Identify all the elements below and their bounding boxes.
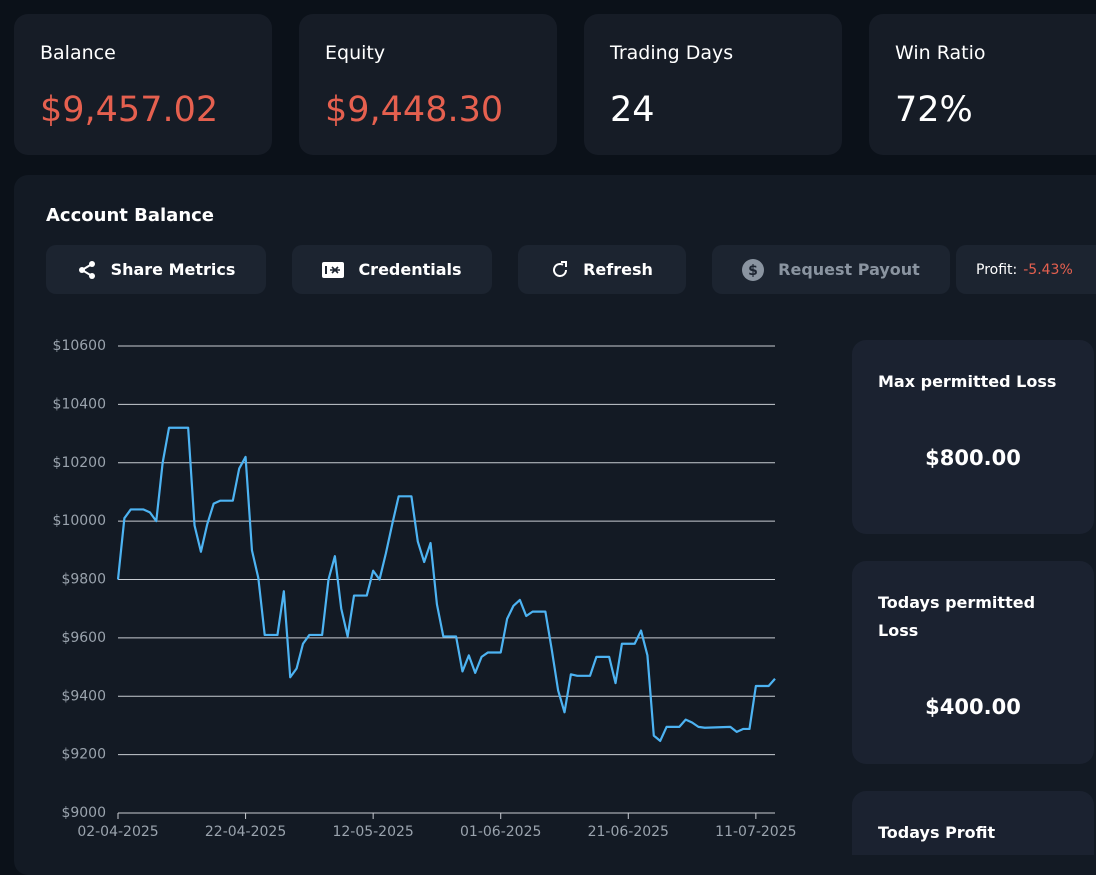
profit-value: -5.43% bbox=[1023, 261, 1073, 278]
limit-card: Todays Profit bbox=[852, 791, 1094, 855]
profit-label: Profit: bbox=[976, 261, 1018, 278]
share-button[interactable]: Share Metrics bbox=[46, 245, 266, 294]
stat-value: 72% bbox=[895, 90, 973, 130]
stat-label: Win Ratio bbox=[895, 42, 986, 64]
refresh-icon bbox=[553, 260, 568, 277]
limit-card: Todays permitted Loss $400.00 bbox=[852, 561, 1094, 764]
stat-card: Balance $9,457.02 bbox=[14, 14, 272, 155]
limit-card: Max permitted Loss $800.00 bbox=[852, 340, 1094, 534]
credentials-icon bbox=[322, 261, 345, 278]
limit-value: $400.00 bbox=[925, 695, 1021, 719]
x-tick-label: 21-06-2025 bbox=[588, 824, 669, 840]
dollar-icon: $ bbox=[742, 258, 765, 281]
y-tick-label: $10400 bbox=[53, 396, 106, 412]
balance-line bbox=[116, 426, 776, 743]
limit-label: Todays Profit bbox=[878, 823, 996, 842]
stat-label: Trading Days bbox=[610, 42, 734, 64]
stat-value: 24 bbox=[610, 90, 655, 130]
y-tick-label: $10000 bbox=[53, 513, 106, 529]
x-tick-label: 01-06-2025 bbox=[460, 824, 541, 840]
stat-card: Equity $9,448.30 bbox=[299, 14, 557, 155]
profit-pill: Profit: -5.43% bbox=[956, 245, 1096, 294]
y-tick-label: $9400 bbox=[61, 688, 106, 704]
limit-label: Max permitted Loss bbox=[878, 372, 1057, 391]
stat-label: Equity bbox=[325, 42, 386, 64]
stat-card: Trading Days 24 bbox=[584, 14, 842, 155]
stat-value: $9,448.30 bbox=[325, 90, 504, 130]
y-tick-label: $9600 bbox=[61, 630, 106, 646]
button-label: Refresh bbox=[583, 260, 653, 279]
stat-label: Balance bbox=[40, 42, 116, 64]
x-tick-label: 22-04-2025 bbox=[205, 824, 286, 840]
stat-card: Win Ratio 72% bbox=[869, 14, 1096, 155]
stat-value: $9,457.02 bbox=[40, 90, 219, 130]
y-tick-label: $10600 bbox=[53, 338, 106, 354]
x-tick-label: 02-04-2025 bbox=[77, 824, 158, 840]
button-label: Credentials bbox=[358, 260, 462, 279]
panel-title: Account Balance bbox=[46, 205, 215, 226]
y-tick-label: $9000 bbox=[61, 805, 106, 821]
y-tick-label: $9800 bbox=[61, 572, 106, 588]
chart: $9000 $9200 $9400 $9600 $9800 $10000 $10200 $10… bbox=[53, 338, 797, 840]
refresh-button[interactable]: Refresh bbox=[518, 245, 686, 294]
credentials-button[interactable]: Credentials bbox=[292, 245, 492, 294]
share-icon bbox=[78, 260, 95, 279]
limit-value: $800.00 bbox=[925, 446, 1021, 470]
y-tick-label: $10200 bbox=[53, 455, 106, 471]
page: Balance $9,457.02 Equity $9,448.30 Tradi… bbox=[14, 14, 1096, 875]
button-label: Share Metrics bbox=[110, 260, 236, 279]
payout-button[interactable]: $ Request Payout bbox=[712, 245, 950, 294]
x-tick-label: 12-05-2025 bbox=[332, 824, 413, 840]
svg-text:$: $ bbox=[748, 263, 758, 279]
limit-label: Todays permitted Loss bbox=[878, 593, 1036, 640]
button-label: Request Payout bbox=[778, 260, 920, 279]
y-tick-label: $9200 bbox=[61, 747, 106, 763]
x-tick-label: 11-07-2025 bbox=[715, 824, 796, 840]
